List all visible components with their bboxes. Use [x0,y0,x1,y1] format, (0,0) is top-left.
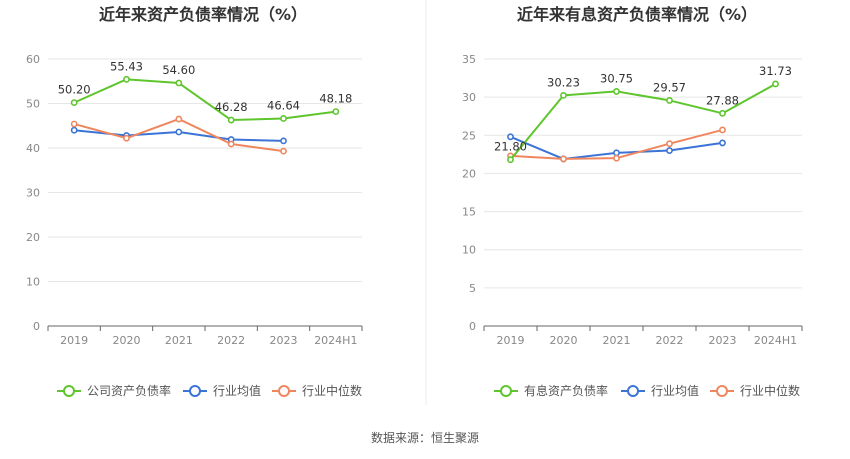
data-point [123,134,130,142]
data-point [719,109,726,117]
y-tick-label: 0 [469,320,476,333]
legend-item-industry_median[interactable]: 行业中位数 [710,383,800,398]
data-point [719,139,726,147]
x-tick-label: 2019 [497,334,525,347]
data-point [560,91,567,99]
data-label: 30.23 [547,75,580,89]
company-series: 21.80 30.23 30.75 29.57 27.88 31.73 [494,64,792,164]
data-label: 50.20 [58,83,91,97]
series-line [73,78,336,122]
legend-swatch-marker [500,385,512,397]
industry-median-series [507,126,726,163]
data-point [175,128,183,136]
legend-label: 行业均值 [651,383,699,398]
y-tick-label: 30 [26,187,40,200]
data-label: 48.18 [319,92,352,106]
y-tick-label: 35 [462,53,476,66]
data-label: 46.64 [267,98,300,112]
y-tick-label: 25 [462,129,476,142]
series-line [509,83,776,161]
legend-item-industry_avg[interactable]: 行业均值 [183,383,261,398]
data-point [719,126,726,134]
data-point [227,140,235,148]
legend-swatch-marker [63,385,75,397]
interest-bearing-debt-ratio-chart: 近年来有息资产负债率情况（%） 0 5 10 15 20 25 30 35 2019 2020 202… [462,5,803,398]
data-label: 29.57 [653,80,686,94]
x-tick-label: 2024H1 [314,334,357,347]
data-source-caption: 数据来源：恒生聚源 [371,430,479,445]
x-tick-label: 2020 [113,334,141,347]
debt-ratio-chart: 近年来资产负债率情况（%） 0 10 20 30 40 50 60 2019 2020 2021 20… [26,5,363,398]
data-point [175,79,183,87]
data-point [666,97,673,104]
y-tick-label: 30 [462,91,476,104]
data-point [70,120,78,128]
legend-label: 行业均值 [213,383,261,398]
data-label: 31.73 [759,64,792,78]
x-tick-label: 2024H1 [754,334,797,347]
data-point [772,80,779,88]
data-label: 46.28 [215,100,248,114]
x-tick-label: 2020 [550,334,578,347]
data-label: 21.80 [494,140,527,154]
data-point [175,115,183,123]
data-point [613,88,620,95]
x-tick-label: 2022 [656,334,684,347]
legend-item-company[interactable]: 公司资产负债率 [57,383,171,398]
industry-avg-series [70,126,287,145]
chart-title: 近年来资产负债率情况（%） [99,5,307,24]
data-point [507,133,514,141]
x-tick-label: 2019 [60,334,88,347]
data-point [560,155,567,163]
data-label: 27.88 [706,93,739,107]
y-tick-label: 5 [469,282,476,295]
data-point [70,126,78,134]
x-tick-label: 2021 [603,334,631,347]
y-tick-label: 50 [26,98,40,111]
y-tick-label: 0 [33,320,40,333]
legend-swatch-marker [627,385,639,397]
legend-label: 公司资产负债率 [87,383,171,398]
legend-swatch-marker [189,385,201,397]
data-point [123,75,130,83]
data-point [613,154,620,162]
x-tick-label: 2021 [165,334,193,347]
y-tick-label: 10 [462,244,476,257]
y-tick-label: 10 [26,276,40,289]
x-tick-label: 2023 [709,334,737,347]
data-point [507,156,514,164]
data-point [70,99,78,107]
y-tick-label: 40 [26,142,40,155]
legend-label: 有息资产负债率 [524,383,608,398]
legend-label: 行业中位数 [740,383,800,398]
data-point [280,137,287,145]
legend-item-industry_avg[interactable]: 行业均值 [621,383,699,398]
data-point [613,149,620,157]
data-point [666,147,673,154]
y-tick-label: 60 [26,53,40,66]
y-tick-label: 20 [26,231,40,244]
data-point [227,116,235,124]
data-point [332,108,340,115]
legend-item-company[interactable]: 有息资产负债率 [494,383,608,398]
y-tick-label: 20 [462,167,476,180]
data-label: 30.75 [600,71,633,85]
data-label: 54.60 [162,63,195,77]
legend-item-industry_median[interactable]: 行业中位数 [272,383,362,398]
data-point [280,115,287,122]
x-tick-label: 2023 [270,334,298,347]
legend-swatch-marker [716,385,728,397]
chart-title: 近年来有息资产负债率情况（%） [517,5,757,24]
data-label: 55.43 [110,59,143,73]
legend-label: 行业中位数 [302,383,362,398]
x-tick-label: 2022 [217,334,245,347]
company-series: 50.20 55.43 54.60 46.28 46.64 48.18 [58,59,352,124]
y-tick-label: 15 [462,206,476,219]
data-point [280,147,287,155]
legend-swatch-marker [278,385,290,397]
industry-median-series [70,115,287,155]
data-point [666,140,673,148]
